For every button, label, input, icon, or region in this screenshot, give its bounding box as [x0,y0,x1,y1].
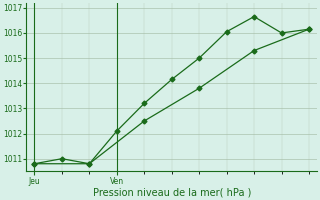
X-axis label: Pression niveau de la mer( hPa ): Pression niveau de la mer( hPa ) [92,187,251,197]
